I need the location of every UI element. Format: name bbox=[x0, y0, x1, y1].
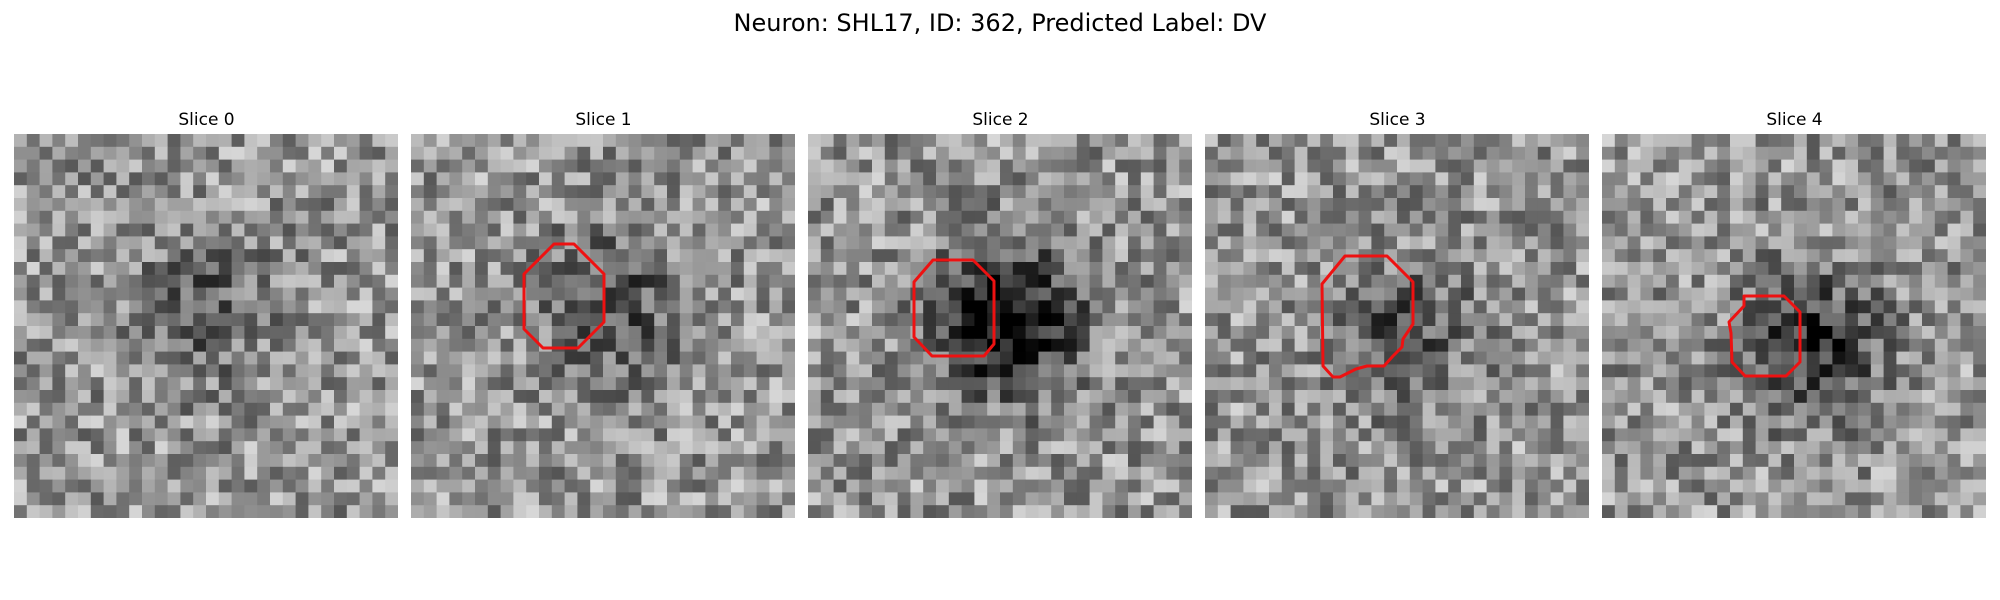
roi-outline bbox=[1727, 294, 1802, 378]
panel-slice-2: Slice 2 bbox=[808, 108, 1193, 518]
panel-title: Slice 2 bbox=[972, 110, 1029, 130]
panel-slice-3: Slice 3 bbox=[1205, 108, 1590, 518]
image-slice-2 bbox=[808, 134, 1192, 518]
image-slice-3 bbox=[1205, 134, 1589, 518]
figure-title: Neuron: SHL17, ID: 362, Predicted Label:… bbox=[733, 9, 1267, 37]
panel-title: Slice 3 bbox=[1369, 110, 1426, 130]
image-slice-4 bbox=[1602, 134, 1986, 518]
image-slice-0 bbox=[14, 134, 398, 518]
roi-outline bbox=[912, 258, 996, 358]
panel-title: Slice 0 bbox=[178, 110, 235, 130]
panel-slice-4: Slice 4 bbox=[1602, 108, 1987, 518]
roi-outline bbox=[522, 242, 606, 350]
panel-title: Slice 4 bbox=[1766, 110, 1823, 130]
panel-slice-0: Slice 0 bbox=[14, 108, 399, 518]
panel-slice-1: Slice 1 bbox=[411, 108, 796, 518]
roi-outline bbox=[1320, 254, 1415, 379]
image-slice-1 bbox=[411, 134, 795, 518]
panel-title: Slice 1 bbox=[575, 110, 632, 130]
